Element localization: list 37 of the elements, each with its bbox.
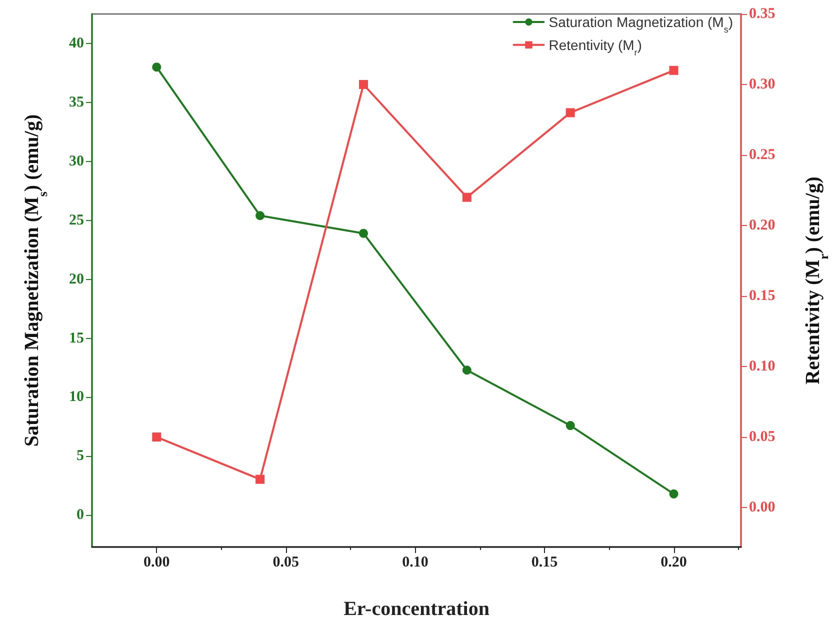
y-tick-label: 0 <box>76 507 84 524</box>
point <box>462 192 472 202</box>
y2-axis-title: Retentivity (Mr) (emu/g) <box>802 176 831 384</box>
y-tick-label: 15 <box>69 330 84 346</box>
y2-tick-label: 0.15 <box>749 288 776 304</box>
point <box>669 489 678 498</box>
point <box>462 366 472 375</box>
y2-tick-label: 0.25 <box>749 147 776 164</box>
y2-tick-label: 0.00 <box>749 500 776 516</box>
point <box>256 474 265 484</box>
y-tick-label: 25 <box>69 212 84 228</box>
y-tick-label: 5 <box>76 448 84 464</box>
point <box>256 211 265 220</box>
x-tick-label: 0.20 <box>660 554 687 570</box>
x-tick-label: 0.10 <box>402 554 428 570</box>
y2-tick-label: 0.20 <box>749 218 776 234</box>
y-tick-label: 20 <box>69 271 84 288</box>
x-tick-label: 0.05 <box>272 554 300 570</box>
point <box>566 108 575 118</box>
point <box>669 66 678 75</box>
y2-tick-label: 0.05 <box>749 429 776 446</box>
point <box>152 432 162 442</box>
y-tick-label: 30 <box>69 153 84 170</box>
y2-tick-label: 0.10 <box>749 358 776 375</box>
point <box>358 80 368 90</box>
point <box>152 62 162 72</box>
x-tick-label: 0.15 <box>531 554 558 570</box>
y2-tick-label: 0.30 <box>749 76 776 93</box>
y-tick-label: 10 <box>69 389 84 406</box>
x-tick-label: 0.00 <box>144 554 170 570</box>
y-tick-label: 35 <box>69 94 84 110</box>
point <box>359 228 368 238</box>
y2-tick-label: 0.35 <box>749 6 776 22</box>
x-axis-title: Er-concentration <box>344 598 490 620</box>
y-axis-title: Saturation Magnetization (Ms) (emu/g) <box>21 114 50 447</box>
point <box>566 421 575 430</box>
y-tick-label: 40 <box>69 35 84 52</box>
